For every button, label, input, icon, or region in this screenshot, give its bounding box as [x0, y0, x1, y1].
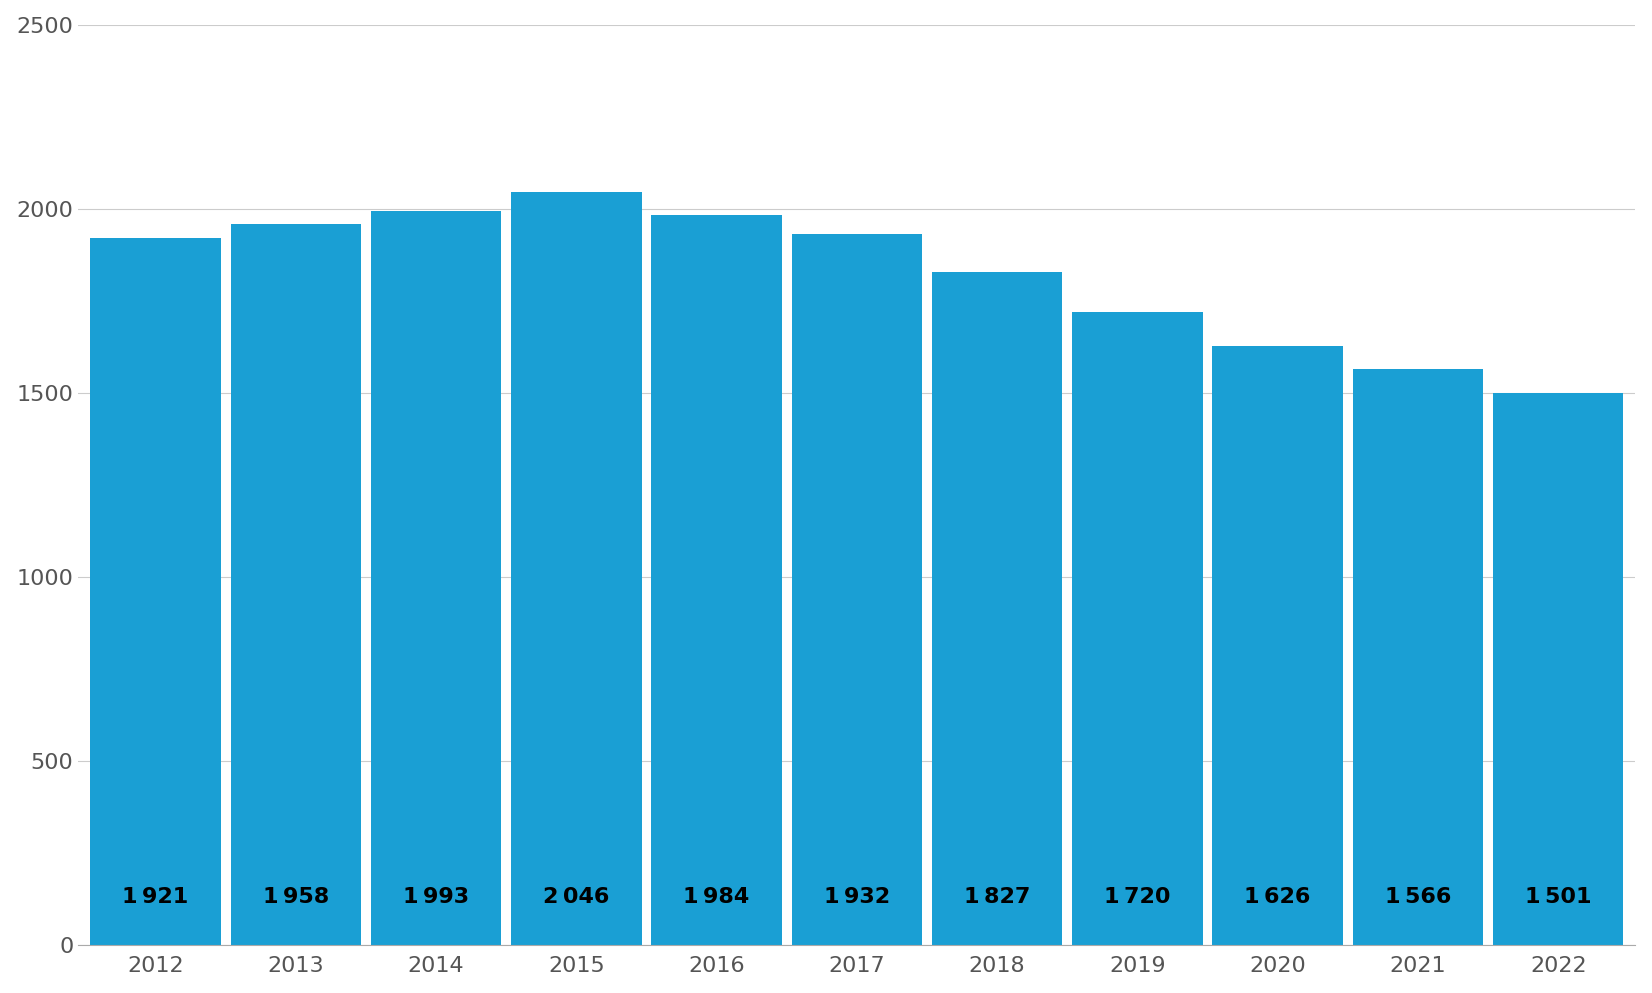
Bar — [651, 214, 781, 945]
Text: 1 720: 1 720 — [1104, 888, 1171, 908]
Text: 2 046: 2 046 — [544, 888, 610, 908]
Bar — [1493, 392, 1624, 945]
Text: 1 501: 1 501 — [1525, 888, 1591, 908]
Bar — [791, 233, 922, 945]
Text: 1 993: 1 993 — [403, 888, 469, 908]
Bar — [510, 192, 641, 945]
Text: 1 827: 1 827 — [965, 888, 1031, 908]
Bar — [91, 238, 221, 945]
Bar — [1213, 347, 1343, 945]
Bar — [1353, 368, 1483, 945]
Bar — [1072, 312, 1203, 945]
Text: 1 958: 1 958 — [263, 888, 329, 908]
Bar — [932, 272, 1062, 945]
Text: 1 626: 1 626 — [1244, 888, 1310, 908]
Text: 1 566: 1 566 — [1384, 888, 1450, 908]
Bar — [370, 212, 501, 945]
Text: 1 932: 1 932 — [824, 888, 890, 908]
Text: 1 984: 1 984 — [684, 888, 750, 908]
Bar — [231, 224, 362, 945]
Text: 1 921: 1 921 — [122, 888, 188, 908]
